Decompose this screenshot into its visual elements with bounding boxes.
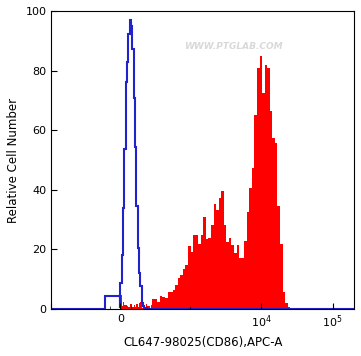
- Y-axis label: Relative Cell Number: Relative Cell Number: [7, 98, 20, 222]
- Text: WWW.PTGLAB.COM: WWW.PTGLAB.COM: [184, 42, 282, 51]
- X-axis label: CL647-98025(CD86),APC-A: CL647-98025(CD86),APC-A: [123, 336, 282, 349]
